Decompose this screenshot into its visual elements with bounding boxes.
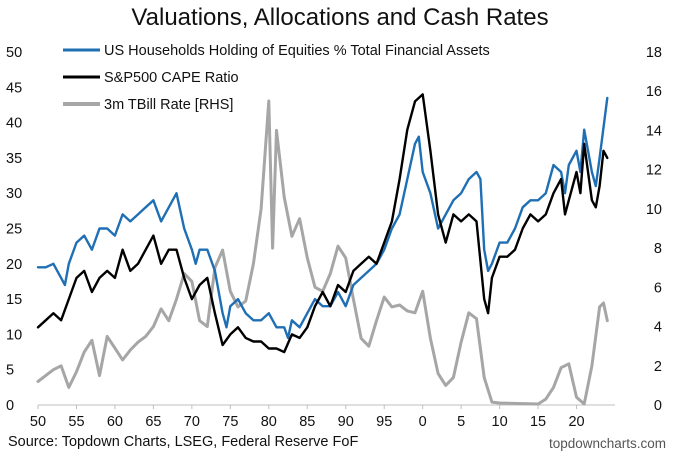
x-tick-label: 90 <box>338 414 354 430</box>
y-right-tick-label: 12 <box>646 163 662 179</box>
x-tick-label: 55 <box>68 414 84 430</box>
x-tick-label: 0 <box>419 414 427 430</box>
x-tick-label: 20 <box>568 414 584 430</box>
legend-item-tbill-rate-label: 3m TBill Rate [RHS] <box>104 97 233 113</box>
y-left-tick-label: 35 <box>6 151 22 167</box>
x-tick-label: 60 <box>107 414 123 430</box>
legend: US Households Holding of Equities % Tota… <box>63 43 490 113</box>
y-left-tick-label: 15 <box>6 292 22 308</box>
y-right-tick-label: 0 <box>654 398 662 414</box>
y-left-tick-label: 30 <box>6 186 22 202</box>
x-tick-label: 80 <box>261 414 277 430</box>
y-left-tick-label: 0 <box>6 398 14 414</box>
y-left-tick-label: 20 <box>6 257 22 273</box>
y-right-tick-label: 6 <box>654 280 662 296</box>
y-right-tick-label: 18 <box>646 45 662 61</box>
series-layer <box>36 93 609 406</box>
x-tick-label: 75 <box>222 414 238 430</box>
x-tick-label: 50 <box>30 414 46 430</box>
y-right-tick-label: 8 <box>654 241 662 257</box>
axis-layer: 50 55 60 65 70 75 80 85 90 95 0 5 10 15 20051015202530… <box>6 45 662 430</box>
tbill-rate-line <box>36 99 609 406</box>
x-tick-label: 5 <box>457 414 465 430</box>
legend-item-equity-allocation-label: US Households Holding of Equities % Tota… <box>104 43 490 59</box>
equity-allocation-line <box>36 96 609 340</box>
y-right-tick-label: 2 <box>654 359 662 375</box>
x-tick-label: 85 <box>299 414 315 430</box>
y-left-tick-label: 50 <box>6 45 22 61</box>
x-tick-label: 15 <box>530 414 546 430</box>
y-right-tick-label: 4 <box>654 320 662 336</box>
y-left-tick-label: 45 <box>6 80 22 96</box>
y-left-tick-label: 25 <box>6 222 22 238</box>
y-right-tick-label: 14 <box>646 123 662 139</box>
y-left-tick-label: 10 <box>6 327 22 343</box>
y-right-tick-label: 10 <box>646 202 662 218</box>
chart-title: Valuations, Allocations and Cash Rates <box>131 4 549 31</box>
y-left-tick-label: 40 <box>6 116 22 132</box>
source-note: Source: Topdown Charts, LSEG, Federal Re… <box>8 434 359 450</box>
x-tick-label: 70 <box>184 414 200 430</box>
x-tick-label: 95 <box>376 414 392 430</box>
y-left-tick-label: 5 <box>6 363 14 379</box>
brand-watermark: topdowncharts.com <box>548 436 666 451</box>
y-right-tick-label: 16 <box>646 84 662 100</box>
legend-item-cape-ratio-label: S&P500 CAPE Ratio <box>104 70 239 86</box>
x-tick-label: 65 <box>145 414 161 430</box>
x-tick-label: 10 <box>492 414 508 430</box>
cape-ratio-line <box>36 93 609 354</box>
